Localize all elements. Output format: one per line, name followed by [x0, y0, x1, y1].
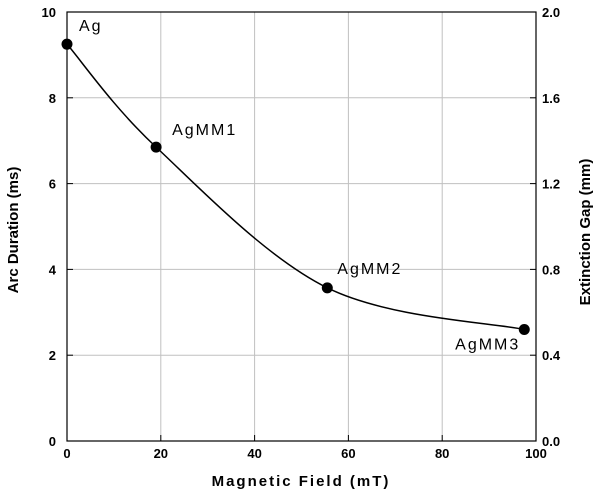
x-tick-label: 40 — [247, 446, 261, 461]
y-tick-label: 6 — [49, 177, 56, 192]
data-point — [61, 38, 73, 50]
y2-axis-title: Extinction Gap (mm) — [577, 159, 594, 306]
y2-tick-label: 2.0 — [542, 5, 560, 20]
data-point — [518, 323, 530, 335]
tick-labels: 0 20 40 60 80 100 0 2 4 6 8 10 0.0 0.4 0.8 1.2 1.6 2.0 — [42, 5, 561, 461]
x-tick-label: 0 — [63, 446, 70, 461]
y-axis-title: Arc Duration (ms) — [5, 167, 22, 294]
x-tick-label: 100 — [525, 446, 547, 461]
x-axis-title: Magnetic Field (mT) — [212, 473, 391, 490]
y-tick-label: 4 — [49, 262, 57, 277]
y-tick-label: 10 — [42, 5, 56, 20]
plot-frame — [66, 11, 537, 442]
x-tick-label: 60 — [341, 446, 355, 461]
point-label: AgMM1 — [172, 122, 237, 139]
data-point — [321, 282, 333, 294]
point-label: AgMM3 — [455, 336, 520, 353]
y2-tick-label: 0.4 — [542, 348, 561, 363]
y-tick-label: 0 — [49, 434, 56, 449]
data-point — [150, 141, 162, 153]
series-line — [66, 43, 525, 331]
y2-tick-label: 0.8 — [542, 262, 560, 277]
grid — [67, 12, 536, 441]
ticks — [66, 11, 537, 442]
x-tick-label: 20 — [154, 446, 168, 461]
y2-tick-label: 0.0 — [542, 434, 560, 449]
x-tick-label: 80 — [435, 446, 449, 461]
point-labels: Ag AgMM1 AgMM2 AgMM3 — [79, 18, 520, 353]
y-tick-label: 2 — [49, 348, 56, 363]
point-label: AgMM2 — [337, 261, 402, 278]
y2-tick-label: 1.6 — [542, 91, 560, 106]
data-points — [61, 38, 530, 335]
point-label: Ag — [79, 18, 103, 35]
y2-tick-label: 1.2 — [542, 177, 560, 192]
y-tick-label: 8 — [49, 91, 56, 106]
